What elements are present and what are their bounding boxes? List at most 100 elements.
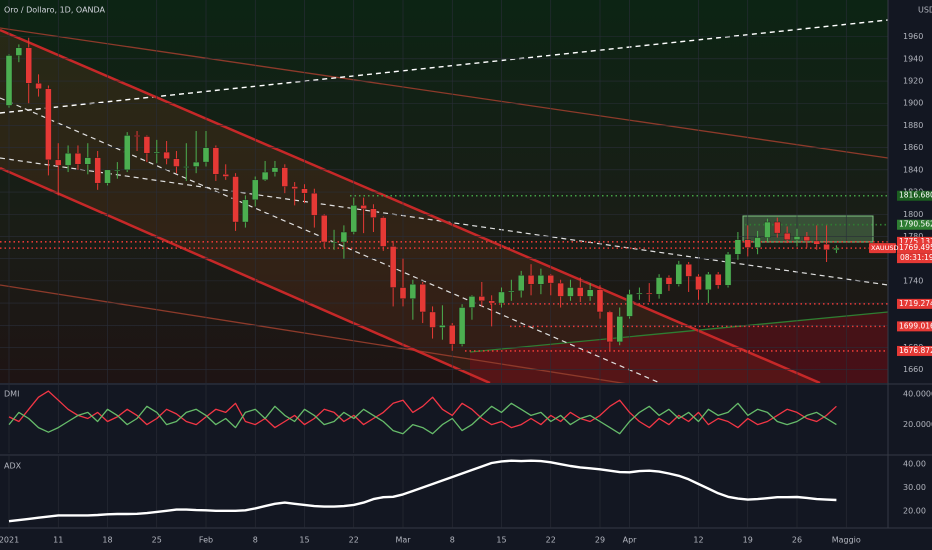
countdown-label: 08:31:19: [900, 253, 932, 262]
candle-body: [202, 147, 210, 163]
candle-body: [133, 135, 141, 137]
candle-body: [64, 152, 72, 166]
y-tick-label: 40.00: [903, 460, 926, 469]
channel-line: [0, 28, 821, 383]
candle-body: [74, 152, 82, 165]
level-label: 1676.872: [899, 346, 932, 355]
y-tick-label: 20.0000: [903, 420, 932, 429]
candle-body: [754, 237, 761, 248]
axis-unit: USD: [918, 6, 932, 15]
x-tick-label: 22: [349, 536, 359, 545]
candle-body: [478, 296, 485, 302]
candle-body: [567, 287, 574, 297]
x-tick-label: 11: [53, 536, 63, 545]
candle-body: [94, 157, 101, 184]
y-tick-label: 1800: [903, 210, 923, 219]
level-tag: [897, 321, 932, 332]
candle-body: [468, 296, 476, 308]
y-tick-label: 1860: [903, 143, 923, 152]
candle-body: [350, 205, 357, 233]
candle-body: [15, 47, 23, 56]
candle-body: [488, 300, 495, 304]
candle-body: [173, 158, 180, 167]
candle-body: [675, 264, 682, 285]
x-tick-label: Mar: [395, 536, 411, 545]
candle-body: [183, 166, 190, 168]
candle-body: [813, 240, 820, 245]
candle-body: [163, 151, 170, 159]
dashed-line: [0, 97, 661, 383]
candle-body: [399, 287, 407, 299]
candle-body: [665, 277, 673, 285]
x-tick-label: 12: [693, 536, 703, 545]
y-tick-label: 1660: [903, 365, 923, 374]
y-tick-label: 20.00: [903, 506, 926, 515]
candle-body: [793, 236, 801, 240]
candle-body: [724, 254, 732, 286]
candle-body: [5, 55, 13, 106]
level-label: 1775.137: [899, 237, 932, 246]
x-tick-label: 29: [595, 536, 605, 545]
candle-body: [281, 167, 288, 187]
candle-body: [705, 274, 712, 290]
y-tick-label: 1880: [903, 121, 923, 130]
indicator-line: [8, 459, 837, 523]
trend-line: [0, 27, 888, 159]
candle-body: [498, 291, 505, 304]
x-tick-label: Feb: [199, 536, 213, 545]
drawings: [0, 0, 888, 383]
candle-body: [586, 289, 594, 297]
x-tick-label: 15: [496, 536, 506, 545]
x-tick-label: 18: [102, 536, 112, 545]
candle-body: [783, 232, 791, 240]
candle-body: [222, 174, 229, 177]
candle-body: [823, 244, 830, 250]
candle-body: [55, 159, 62, 166]
y-tick-label: 1920: [903, 77, 923, 86]
candle-body: [577, 287, 584, 297]
level-tag: [897, 298, 932, 309]
candle-body: [291, 186, 298, 189]
symbol-tag: [869, 243, 896, 254]
candle-body: [35, 83, 42, 90]
level-tag: [897, 190, 932, 201]
level-tag: [897, 345, 932, 356]
x-tick-label: 8: [450, 536, 455, 545]
indicator-line: [8, 390, 837, 429]
candle-body: [547, 275, 554, 284]
candle-body: [429, 311, 436, 328]
candle-body: [153, 151, 160, 154]
candle-body: [192, 161, 200, 167]
y-tick-label: 1960: [903, 32, 923, 41]
candle-body: [803, 236, 811, 242]
main-pane: [0, 0, 888, 383]
candle-body: [557, 282, 564, 297]
candle-body: [409, 283, 417, 299]
x-tick-label: 25: [152, 536, 162, 545]
chart-title: Oro / Dollaro, 1D, OANDA: [4, 6, 106, 15]
y-tick-label: 30.00: [903, 483, 926, 492]
level-tag: [897, 219, 932, 230]
candle-body: [370, 208, 377, 218]
candle-body: [458, 307, 466, 345]
candle-body: [232, 176, 239, 223]
x-tick-label: 26: [792, 536, 802, 545]
candle-body: [380, 217, 387, 247]
x-tick-label: 2021: [0, 536, 19, 545]
y-tick-label: 1740: [903, 276, 923, 285]
candle-body: [695, 276, 702, 290]
candle-body: [261, 171, 269, 181]
level-label: 1699.016: [899, 321, 932, 330]
candle-body: [271, 167, 279, 173]
trend-line: [469, 311, 888, 353]
candle-body: [596, 289, 604, 313]
candle-body: [734, 239, 742, 255]
candle-body: [340, 231, 348, 243]
candle-body: [389, 246, 397, 288]
countdown-tag: [897, 253, 932, 264]
candle-body: [321, 215, 328, 243]
channel-line: [0, 166, 491, 383]
y-tick-label: 1780: [903, 232, 923, 241]
level-label: 1769.495: [899, 243, 932, 252]
x-tick-label: Maggio: [832, 536, 861, 545]
